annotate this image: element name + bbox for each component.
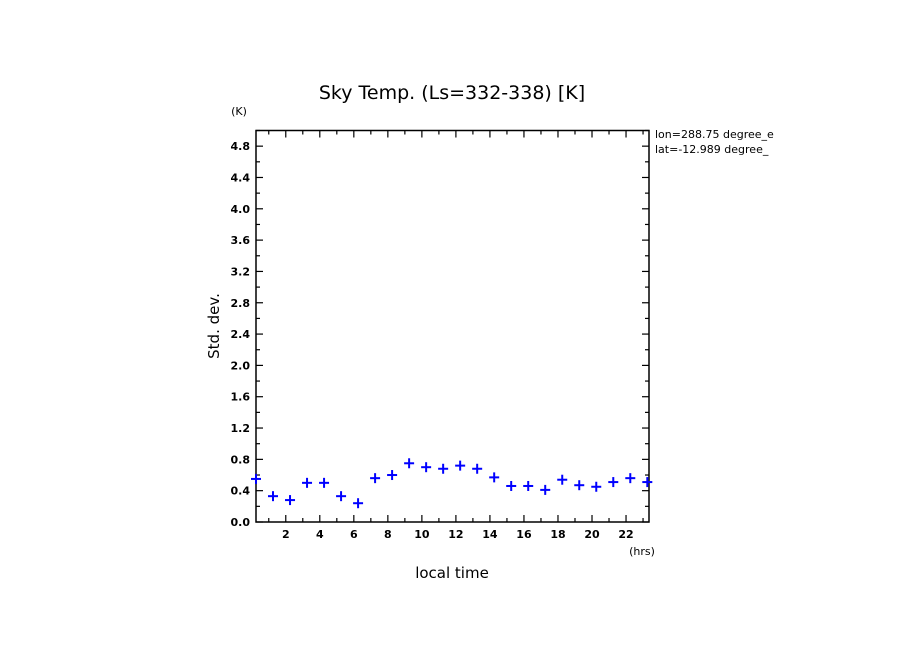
x-tick-label: 12 xyxy=(448,528,463,541)
data-point xyxy=(421,462,432,473)
y-tick-label: 1.2 xyxy=(231,422,251,435)
x-tick-label: 14 xyxy=(482,528,498,541)
data-point xyxy=(353,498,364,509)
y-tick-label: 4.0 xyxy=(231,203,251,216)
annotation-lat: lat=-12.989 degree_ xyxy=(655,143,769,156)
x-tick-label: 18 xyxy=(550,528,565,541)
data-point xyxy=(523,480,534,491)
data-point xyxy=(268,491,279,502)
y-tick-label: 2.8 xyxy=(231,297,251,310)
y-tick-label: 1.6 xyxy=(231,391,251,404)
x-tick-label: 16 xyxy=(516,528,532,541)
y-tick-label: 2.0 xyxy=(231,359,251,372)
data-point xyxy=(574,480,585,491)
data-point xyxy=(319,477,330,488)
chart-title: Sky Temp. (Ls=332-338) [K] xyxy=(319,82,585,104)
data-point xyxy=(387,470,398,481)
y-tick-label: 0.0 xyxy=(231,516,251,529)
data-point xyxy=(404,458,415,469)
data-point xyxy=(251,473,261,484)
data-point xyxy=(472,463,483,474)
y-tick-label: 3.2 xyxy=(231,265,251,278)
data-point xyxy=(489,472,500,483)
y-unit-label: (K) xyxy=(231,105,247,118)
y-tick-label: 2.4 xyxy=(231,328,251,341)
y-tick-label: 3.6 xyxy=(231,234,251,247)
y-tick-label: 4.8 xyxy=(231,140,251,153)
data-point xyxy=(285,495,296,506)
x-tick-label: 20 xyxy=(584,528,600,541)
y-tick-label: 4.4 xyxy=(231,171,251,184)
data-point xyxy=(625,473,636,484)
data-point xyxy=(608,477,619,488)
x-tick-label: 6 xyxy=(350,528,358,541)
data-point xyxy=(540,484,551,495)
plot-frame xyxy=(255,129,650,523)
data-point xyxy=(591,481,602,492)
x-tick-label: 2 xyxy=(282,528,290,541)
x-unit-label: (hrs) xyxy=(629,545,655,558)
x-tick-label: 4 xyxy=(316,528,324,541)
y-tick-label: 0.4 xyxy=(231,485,251,498)
x-tick-label: 22 xyxy=(618,528,633,541)
y-tick-label: 0.8 xyxy=(231,453,251,466)
data-point xyxy=(557,474,568,485)
data-point xyxy=(302,477,313,488)
x-tick-label: 8 xyxy=(384,528,392,541)
data-point xyxy=(370,473,381,484)
x-tick-label: 10 xyxy=(414,528,430,541)
data-point xyxy=(438,463,449,474)
annotation-lon: lon=288.75 degree_e xyxy=(655,128,774,141)
data-point xyxy=(455,460,466,471)
data-point xyxy=(642,477,653,488)
data-point xyxy=(506,480,517,491)
x-axis-label: local time xyxy=(415,564,489,582)
y-axis-label: Std. dev. xyxy=(205,293,223,359)
data-point xyxy=(336,491,347,502)
